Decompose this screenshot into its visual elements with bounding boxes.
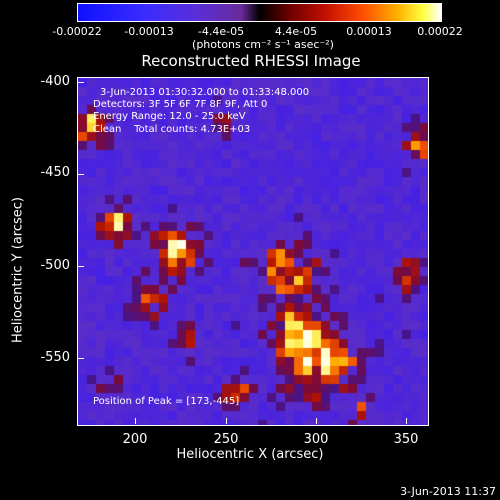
colorbar-tick: -0.00022 <box>52 25 102 38</box>
y-tick-mark <box>78 82 84 83</box>
colorbar-tick: 0.00013 <box>346 25 392 38</box>
colorbar-unit: (photons cm⁻² s⁻¹ asec⁻²) <box>192 38 334 51</box>
colorbar-tick: -0.00013 <box>124 25 174 38</box>
heatmap-canvas <box>78 78 428 425</box>
colorbar-tick: 4.4e-05 <box>274 25 318 38</box>
x-tick-label: 300 <box>303 432 329 447</box>
timestamp: 3-Jun-2013 11:37 <box>400 485 496 498</box>
colorbar-tick: -4.4e-05 <box>197 25 245 38</box>
image-title: Reconstructed RHESSI Image <box>141 52 361 70</box>
x-tick-label: 350 <box>393 432 419 447</box>
y-tick-mark <box>78 174 84 175</box>
x-tick-label: 250 <box>213 432 239 447</box>
y-tick-label: -500 <box>40 258 70 273</box>
peak-position: Position of Peak = [173,-445] <box>93 396 240 407</box>
y-tick-label: -550 <box>40 350 70 365</box>
info-detectors: Detectors: 3F 5F 6F 7F 8F 9F, Att 0 <box>93 99 268 110</box>
x-tick-mark <box>226 418 227 424</box>
y-tick-mark <box>78 266 84 267</box>
info-energy-range: Energy Range: 12.0 - 25.0 keV <box>93 111 246 122</box>
x-tick-mark <box>316 418 317 424</box>
info-algorithm: Clean Total counts: 4.73E+03 <box>93 124 251 135</box>
x-tick-label: 200 <box>122 432 148 447</box>
colorbar <box>77 3 442 22</box>
x-tick-mark <box>406 418 407 424</box>
y-tick-mark <box>78 358 84 359</box>
y-axis-label: Heliocentric Y (arcsec) <box>10 197 26 343</box>
y-tick-label: -400 <box>40 74 70 89</box>
rhessi-image <box>77 77 429 426</box>
y-tick-label: -450 <box>40 165 70 180</box>
info-time-range: 3-Jun-2013 01:30:32.000 to 01:33:48.000 <box>100 87 310 98</box>
colorbar-tick: 0.00022 <box>417 25 463 38</box>
x-axis-label: Heliocentric X (arcsec) <box>176 447 324 462</box>
x-tick-mark <box>135 418 136 424</box>
